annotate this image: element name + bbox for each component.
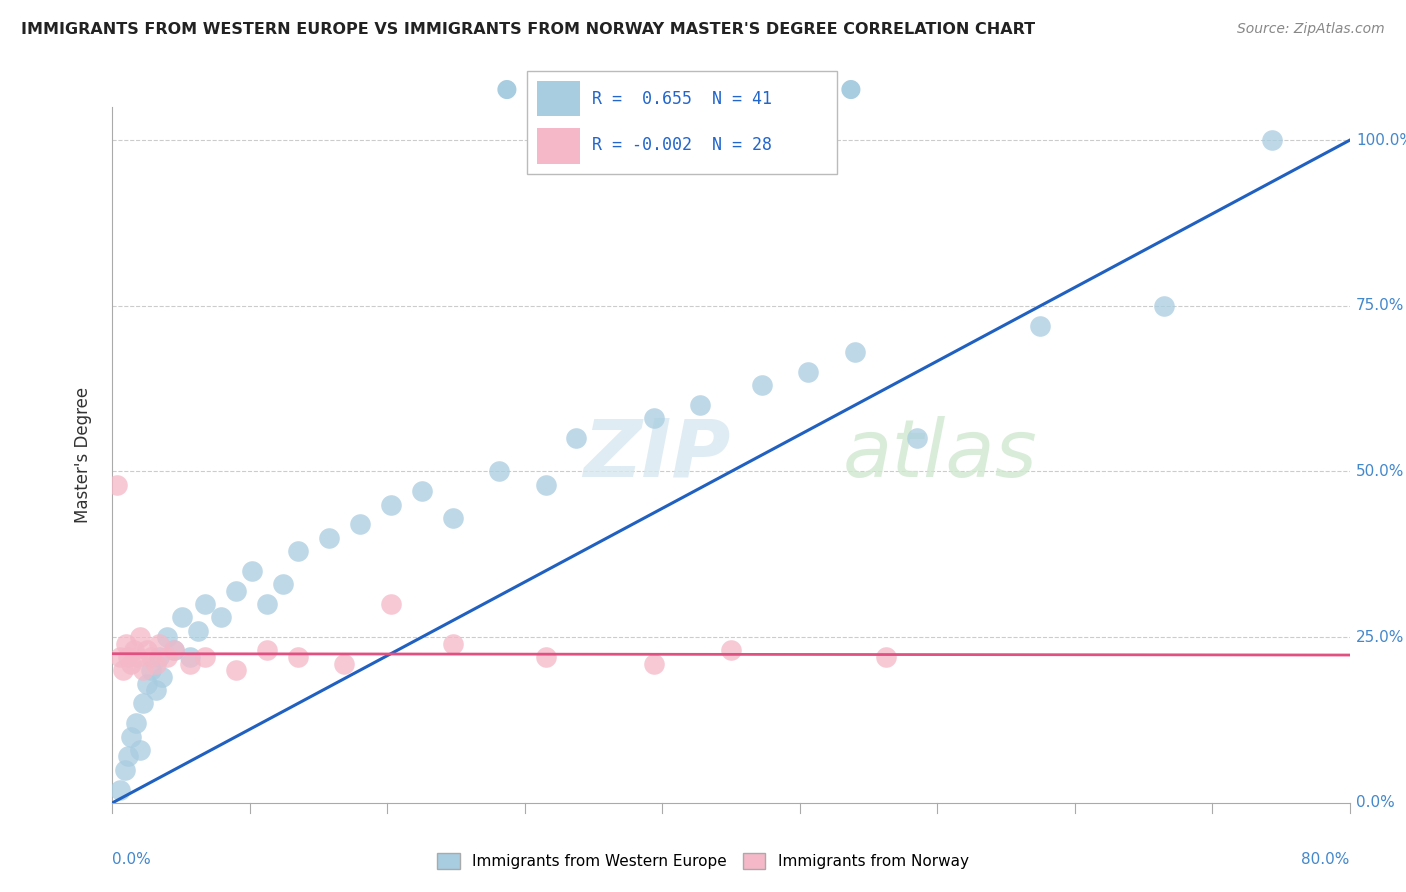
Point [565, 431, 588, 445]
Point [132, 663, 155, 677]
Point [117, 749, 139, 764]
Point [349, 517, 371, 532]
Point [124, 716, 148, 731]
Point [163, 643, 186, 657]
Point [172, 610, 194, 624]
Text: 0.0%: 0.0% [112, 852, 152, 866]
Point [120, 730, 142, 744]
Point [194, 650, 217, 665]
Point [1153, 299, 1175, 313]
Text: 25.0%: 25.0% [1355, 630, 1405, 645]
Text: 100.0%: 100.0% [1355, 133, 1406, 148]
Point [129, 630, 152, 644]
Point [318, 531, 340, 545]
Point [256, 597, 278, 611]
Point [115, 637, 138, 651]
Point [186, 624, 209, 638]
Point [145, 683, 167, 698]
Point [127, 650, 149, 665]
Point [155, 630, 177, 644]
Point [380, 597, 402, 611]
Point [751, 378, 773, 392]
Point [110, 650, 132, 665]
Point [179, 650, 201, 665]
Y-axis label: Master's Degree: Master's Degree [73, 387, 91, 523]
Point [117, 650, 139, 665]
Text: 75.0%: 75.0% [1355, 298, 1405, 313]
Point [1029, 318, 1052, 333]
Point [905, 431, 928, 445]
Point [287, 544, 309, 558]
Legend: Immigrants from Western Europe, Immigrants from Norway: Immigrants from Western Europe, Immigran… [432, 847, 974, 875]
Text: IMMIGRANTS FROM WESTERN EUROPE VS IMMIGRANTS FROM NORWAY MASTER'S DEGREE CORRELA: IMMIGRANTS FROM WESTERN EUROPE VS IMMIGR… [21, 22, 1035, 37]
Text: ●: ● [839, 78, 862, 101]
Point [689, 398, 711, 412]
FancyBboxPatch shape [527, 71, 837, 174]
Point [120, 657, 142, 671]
Text: 80.0%: 80.0% [1302, 852, 1350, 866]
Text: ZIP: ZIP [582, 416, 730, 494]
Point [148, 650, 170, 665]
Text: ●: ● [495, 78, 517, 101]
Point [643, 657, 665, 671]
Point [122, 643, 145, 657]
Point [287, 650, 309, 665]
Point [132, 697, 155, 711]
Point [411, 484, 433, 499]
Text: R = -0.002  N = 28: R = -0.002 N = 28 [592, 136, 772, 154]
Point [534, 477, 557, 491]
Point [271, 577, 294, 591]
Text: 0.0%: 0.0% [1355, 796, 1395, 810]
Text: Source: ZipAtlas.com: Source: ZipAtlas.com [1237, 22, 1385, 37]
Point [875, 650, 897, 665]
Point [112, 663, 135, 677]
Point [141, 663, 163, 677]
Point [155, 650, 177, 665]
Point [163, 643, 186, 657]
Point [114, 763, 136, 777]
Point [643, 411, 665, 425]
Point [240, 564, 263, 578]
Point [333, 657, 356, 671]
Text: 50.0%: 50.0% [1355, 464, 1405, 479]
Point [441, 511, 464, 525]
Point [110, 782, 132, 797]
Point [797, 365, 820, 379]
FancyBboxPatch shape [537, 80, 579, 117]
FancyBboxPatch shape [537, 128, 579, 163]
Point [148, 637, 170, 651]
Point [225, 583, 247, 598]
Point [380, 498, 402, 512]
Point [209, 610, 232, 624]
Point [141, 650, 163, 665]
Point [194, 597, 217, 611]
Point [534, 650, 557, 665]
Point [720, 643, 742, 657]
Point [105, 477, 128, 491]
Point [150, 670, 173, 684]
Point [129, 743, 152, 757]
Point [179, 657, 201, 671]
Point [844, 345, 866, 359]
Text: atlas: atlas [842, 416, 1038, 494]
Point [225, 663, 247, 677]
Point [256, 643, 278, 657]
Point [488, 465, 510, 479]
Point [441, 637, 464, 651]
Point [135, 676, 157, 690]
Text: R =  0.655  N = 41: R = 0.655 N = 41 [592, 90, 772, 108]
Point [1261, 133, 1284, 147]
Point [145, 657, 167, 671]
Point [135, 643, 157, 657]
